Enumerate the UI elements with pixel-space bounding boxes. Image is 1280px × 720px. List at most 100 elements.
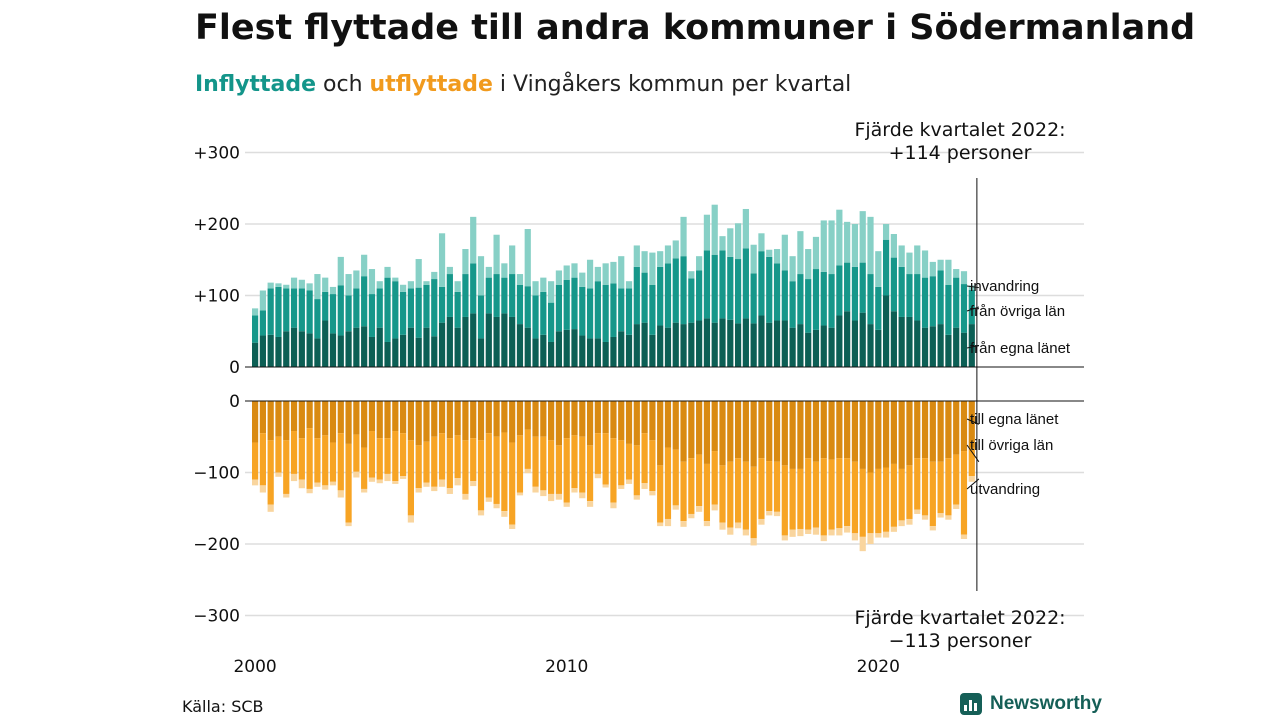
bar-in-own-county bbox=[516, 324, 524, 367]
bar-out-other-county bbox=[400, 433, 407, 477]
bar-in-other-county bbox=[353, 288, 360, 328]
bar-in-own-county bbox=[345, 331, 352, 367]
bar-out-emigration bbox=[524, 468, 531, 474]
bar-out-own-county bbox=[929, 401, 936, 462]
bar-out-emigration bbox=[618, 485, 625, 489]
bar-out-emigration bbox=[337, 490, 344, 498]
y-tick-label-top: +200 bbox=[193, 215, 240, 235]
bar-out-emigration bbox=[696, 506, 703, 512]
y-tick-label-bottom: 0 bbox=[229, 392, 240, 412]
bar-in-own-county bbox=[501, 313, 508, 367]
bar-out-own-county bbox=[353, 401, 360, 435]
bar-out-other-county bbox=[960, 451, 968, 535]
subtitle-conjunction: och bbox=[316, 72, 370, 97]
bar-in-own-county bbox=[400, 334, 407, 367]
bar-out-own-county bbox=[703, 401, 711, 464]
bar-out-own-county bbox=[820, 401, 827, 459]
bar-out-other-county bbox=[906, 465, 913, 519]
bar-in-own-county bbox=[532, 338, 539, 367]
bar-in-own-county bbox=[812, 329, 820, 367]
bar-in-other-county bbox=[462, 274, 469, 317]
bar-out-other-county bbox=[820, 458, 827, 536]
bar-in-other-county bbox=[820, 271, 827, 326]
bar-out-other-county bbox=[649, 440, 656, 492]
bar-in-immigration bbox=[711, 204, 718, 255]
bar-in-immigration bbox=[937, 259, 944, 271]
bar-out-own-county bbox=[968, 401, 975, 448]
bar-out-other-county bbox=[579, 436, 586, 493]
bar-out-other-county bbox=[493, 436, 500, 504]
bar-in-immigration bbox=[446, 266, 453, 275]
bar-out-other-county bbox=[633, 445, 640, 496]
bar-in-immigration bbox=[703, 214, 711, 251]
bar-in-other-county bbox=[742, 248, 749, 319]
bar-out-emigration bbox=[641, 483, 648, 489]
bar-out-emigration bbox=[454, 478, 461, 486]
bar-in-own-county bbox=[960, 332, 968, 367]
bar-in-other-county bbox=[758, 251, 765, 316]
bar-out-other-county bbox=[727, 461, 734, 528]
bar-in-other-county bbox=[703, 250, 711, 319]
bar-in-other-county bbox=[937, 270, 944, 325]
bar-in-immigration bbox=[407, 281, 414, 289]
bar-out-emigration bbox=[727, 527, 734, 535]
bar-in-immigration bbox=[353, 270, 360, 289]
bar-in-immigration bbox=[953, 269, 960, 278]
bar-in-own-county bbox=[750, 323, 757, 367]
bar-out-emigration bbox=[711, 504, 718, 511]
bar-in-immigration bbox=[945, 259, 952, 285]
bar-in-other-county bbox=[501, 277, 508, 314]
bar-in-immigration bbox=[571, 263, 578, 278]
bar-out-other-county bbox=[929, 461, 936, 527]
annotation-top-line1: Fjärde kvartalet 2022: bbox=[854, 119, 1065, 141]
bar-in-other-county bbox=[906, 274, 913, 317]
bar-out-emigration bbox=[392, 481, 399, 484]
bar-in-immigration bbox=[532, 281, 539, 296]
bar-in-immigration bbox=[579, 272, 586, 287]
bar-in-own-county bbox=[953, 327, 960, 367]
bar-in-immigration bbox=[298, 279, 305, 289]
y-tick-label-bottom: −300 bbox=[193, 607, 240, 627]
bar-in-other-county bbox=[252, 315, 259, 343]
bar-in-own-county bbox=[509, 316, 516, 367]
bar-out-other-county bbox=[805, 458, 812, 530]
bar-out-other-county bbox=[290, 431, 298, 474]
bar-out-own-county bbox=[680, 401, 687, 462]
bar-in-own-county bbox=[571, 329, 578, 367]
bar-out-emigration bbox=[929, 526, 936, 531]
bar-out-emigration bbox=[329, 481, 337, 486]
bar-in-other-county bbox=[773, 263, 781, 321]
x-tick-label: 2020 bbox=[857, 657, 900, 677]
bar-in-own-county bbox=[781, 320, 788, 367]
bar-in-own-county bbox=[657, 325, 664, 367]
bar-out-own-county bbox=[431, 401, 438, 437]
bar-in-other-county bbox=[384, 277, 391, 342]
bar-in-immigration bbox=[275, 283, 282, 287]
bar-in-other-county bbox=[454, 291, 461, 328]
bar-in-own-county bbox=[734, 323, 742, 367]
bar-out-own-county bbox=[882, 401, 890, 468]
bar-in-immigration bbox=[423, 281, 430, 285]
bar-in-other-county bbox=[812, 269, 820, 330]
bar-in-other-county bbox=[719, 250, 726, 319]
bar-out-emigration bbox=[742, 529, 749, 536]
bar-out-own-county bbox=[914, 401, 921, 459]
bar-in-other-county bbox=[516, 284, 524, 325]
bar-in-own-county bbox=[844, 311, 851, 367]
bar-in-own-county bbox=[968, 324, 975, 367]
bar-out-other-county bbox=[945, 458, 952, 516]
bar-in-own-county bbox=[836, 315, 843, 367]
bar-out-other-county bbox=[361, 447, 368, 489]
bar-out-other-county bbox=[750, 466, 757, 539]
bar-out-other-county bbox=[353, 434, 360, 472]
bar-in-own-county bbox=[384, 341, 391, 367]
bar-in-immigration bbox=[828, 220, 835, 275]
bar-in-other-county bbox=[361, 276, 368, 327]
bar-out-emigration bbox=[493, 503, 500, 509]
bar-out-other-county bbox=[953, 454, 960, 505]
bar-in-immigration bbox=[657, 251, 664, 267]
bar-in-other-county bbox=[392, 281, 399, 339]
bar-in-own-county bbox=[641, 322, 648, 367]
bar-in-own-county bbox=[540, 334, 547, 367]
bar-in-other-county bbox=[641, 272, 648, 323]
